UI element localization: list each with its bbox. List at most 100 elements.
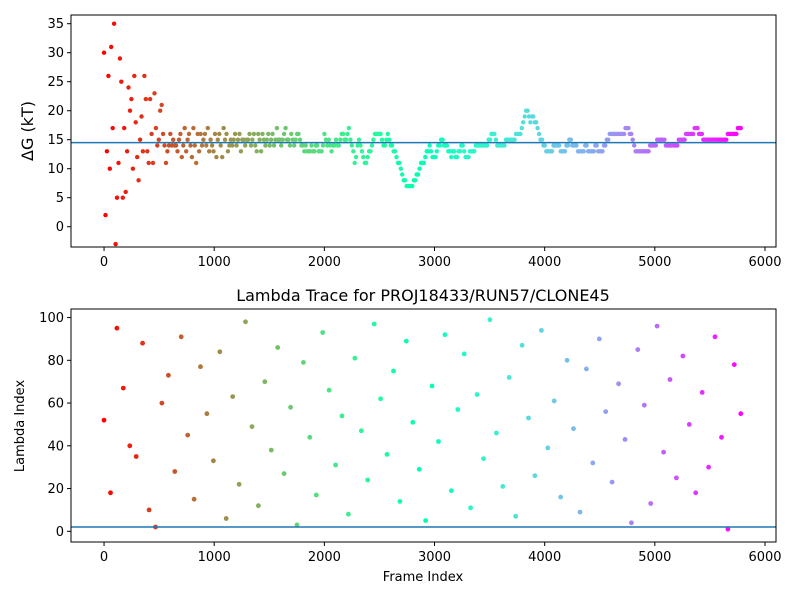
delta-g-point <box>165 149 170 154</box>
delta-g-point <box>140 149 146 154</box>
delta-g-point <box>521 120 526 125</box>
lambda-point <box>622 437 628 442</box>
delta-g-point <box>250 137 255 142</box>
delta-g-point <box>562 149 568 154</box>
y-tick-label: 10 <box>47 162 64 177</box>
delta-g-point <box>202 131 208 137</box>
lambda-point <box>346 511 351 517</box>
lambda-point <box>500 484 506 489</box>
delta-g-y-ticks: 0 5 10 15 20 25 30 35 <box>47 17 71 235</box>
delta-g-point <box>329 149 334 154</box>
lambda-point <box>339 413 345 419</box>
delta-g-point <box>199 143 205 148</box>
delta-g-point <box>179 154 184 160</box>
delta-g-point <box>224 131 229 137</box>
delta-g-point <box>695 125 700 131</box>
lambda-point <box>410 419 416 425</box>
delta-g-point <box>454 154 460 160</box>
delta-g-point <box>268 137 274 142</box>
delta-g-point <box>394 154 399 160</box>
delta-g-point <box>188 143 193 148</box>
x-tick-label: 0 <box>100 255 108 270</box>
delta-g-point <box>153 125 159 131</box>
lambda-point <box>487 317 493 323</box>
lambda-point <box>191 496 197 502</box>
delta-g-point <box>260 131 265 137</box>
delta-g-point <box>181 143 186 148</box>
delta-g-point <box>150 160 156 166</box>
x-tick-label: 2000 <box>308 255 341 270</box>
x-tick-label: 3000 <box>418 550 451 565</box>
lambda-point <box>506 375 512 380</box>
delta-g-point <box>385 131 390 137</box>
delta-g-point <box>292 143 297 148</box>
delta-g-point <box>364 160 369 166</box>
y-tick-label: 40 <box>47 439 64 454</box>
delta-g-point <box>101 50 107 55</box>
delta-g-point <box>346 125 352 131</box>
delta-g-point <box>315 143 320 148</box>
lambda-point <box>468 505 473 511</box>
delta-g-point <box>472 149 477 154</box>
delta-g-point <box>133 120 138 125</box>
delta-g-point <box>221 125 226 131</box>
delta-g-point <box>534 120 539 125</box>
delta-g-point <box>271 143 277 148</box>
delta-g-point <box>220 154 225 160</box>
x-tick-label: 2000 <box>308 550 341 565</box>
delta-g-point <box>542 143 547 148</box>
delta-g-point <box>449 154 454 160</box>
delta-g-point <box>444 143 450 148</box>
lambda-point <box>166 372 171 378</box>
lambda-point <box>661 449 666 455</box>
delta-g-point <box>466 154 471 160</box>
delta-g-point <box>348 137 353 142</box>
lambda-point <box>275 345 281 350</box>
lambda-point <box>513 513 519 519</box>
delta-g-point <box>263 143 268 148</box>
delta-g-point <box>208 137 213 142</box>
delta-g-point <box>201 137 206 142</box>
delta-g-point <box>222 137 228 142</box>
delta-g-point <box>653 143 658 148</box>
delta-g-point <box>398 166 403 171</box>
lambda-point <box>333 462 338 468</box>
lambda-point <box>371 321 377 327</box>
delta-g-point <box>123 189 128 195</box>
delta-g-point <box>682 137 687 142</box>
delta-g-points <box>101 21 743 247</box>
lambda-point <box>108 490 113 496</box>
lambda-point <box>223 516 229 521</box>
lambda-point <box>378 396 383 402</box>
delta-g-point <box>539 137 545 142</box>
delta-g-point <box>400 172 405 177</box>
lambda-point <box>146 507 152 513</box>
delta-g-point <box>132 73 137 79</box>
delta-g-point <box>158 108 163 113</box>
lambda-point <box>243 319 248 325</box>
delta-g-point <box>485 143 490 148</box>
delta-g-point <box>606 137 611 142</box>
delta-g-point <box>117 56 123 61</box>
delta-g-point <box>146 160 151 166</box>
lambda-point <box>706 464 711 470</box>
delta-g-point <box>646 149 651 154</box>
lambda-point <box>558 494 564 500</box>
lambda-point <box>731 362 737 367</box>
y-tick-label: 20 <box>47 104 64 119</box>
lambda-point <box>358 428 364 434</box>
delta-g-point <box>209 143 215 148</box>
delta-g-point <box>433 154 438 160</box>
delta-g-point <box>734 131 739 137</box>
delta-g-point <box>286 137 291 142</box>
lambda-point <box>365 477 371 483</box>
delta-g-point <box>502 143 507 148</box>
delta-g-point <box>319 149 324 154</box>
delta-g-point <box>738 125 743 131</box>
delta-g-point <box>531 114 536 119</box>
delta-g-point <box>326 137 331 142</box>
lambda-point <box>674 475 679 481</box>
delta-g-point <box>135 154 140 160</box>
lambda-point <box>629 520 634 526</box>
delta-g-point <box>147 96 153 102</box>
